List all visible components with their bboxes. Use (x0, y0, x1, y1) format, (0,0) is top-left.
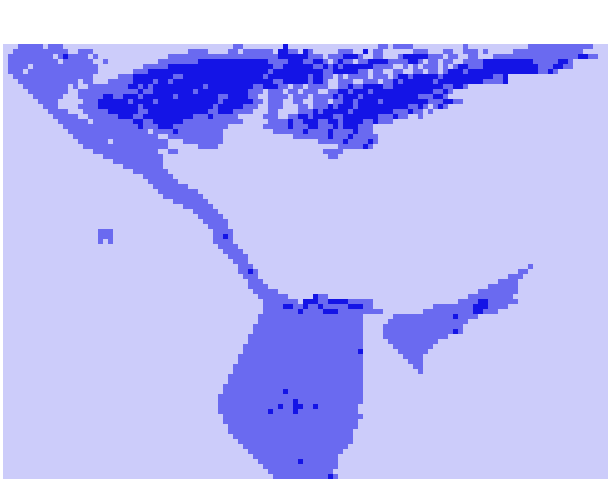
map-panel[interactable] (3, 44, 608, 479)
distribution-map-canvas[interactable] (3, 44, 608, 479)
